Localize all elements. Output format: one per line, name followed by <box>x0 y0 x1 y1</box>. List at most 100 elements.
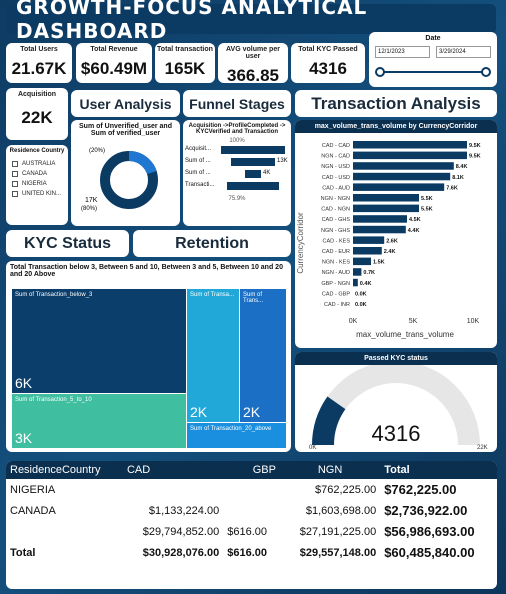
kpi-label: Acquisition <box>17 91 57 98</box>
funnel-stages-button[interactable]: Funnel Stages <box>183 90 291 117</box>
data-label: 8.1K <box>452 175 464 181</box>
matrix-cell: $27,191,225.00 <box>299 525 377 538</box>
bar[interactable] <box>353 204 419 213</box>
matrix-cell: $56,986,693.00 <box>384 524 475 539</box>
donut-slice-unverified[interactable] <box>100 151 158 209</box>
matrix-header[interactable]: ResidenceCountry <box>10 464 101 476</box>
bar[interactable] <box>353 194 419 202</box>
bar[interactable] <box>353 278 358 287</box>
treemap-cell-3to5[interactable]: Sum of Transa... 2K <box>187 289 239 422</box>
matrix-header[interactable]: Total <box>384 464 410 476</box>
matrix-cell <box>123 479 223 500</box>
treemap-cell-value: 2K <box>190 404 208 420</box>
funnel-bar-profile[interactable] <box>231 158 275 166</box>
data-label: 0.0K <box>355 302 367 308</box>
treemap-cell-value: 3K <box>15 430 33 446</box>
matrix-cell: $762,225.00 <box>315 483 377 496</box>
bar[interactable] <box>353 268 362 276</box>
funnel-bar-kyc[interactable] <box>245 170 261 178</box>
date-range-slider[interactable] <box>375 67 491 77</box>
matrix-cell <box>223 479 280 500</box>
bar[interactable] <box>353 141 467 149</box>
data-label: 4.4K <box>408 228 420 234</box>
kpi-value: 165K <box>164 59 206 78</box>
funnel-label: Sum of ... <box>185 158 211 164</box>
funnel-chart-card: Acquisition ->ProfileCompleted -> KYCVer… <box>183 120 291 226</box>
funnel-bar-transaction[interactable] <box>227 182 279 190</box>
funnel-bar-acquisition[interactable] <box>221 146 285 154</box>
matrix-cell: $29,557,148.00 <box>299 546 377 559</box>
y-tick: CAD - USD <box>322 175 350 181</box>
treemap-cell-5to10[interactable]: Sum of Transaction_5_to_10 3K <box>12 394 186 448</box>
y-tick: NGN - NGN <box>321 196 350 202</box>
treemap-cell-value: 2K <box>243 404 261 420</box>
kpi-label: Total KYC Passed <box>298 46 358 53</box>
bar[interactable] <box>353 183 445 191</box>
slicer-item-canada[interactable]: CANADA <box>12 171 68 177</box>
data-label: 4.5K <box>409 217 421 223</box>
data-label: 9.5K <box>469 154 481 160</box>
checkbox[interactable] <box>12 161 18 167</box>
date-slicer[interactable]: Date 12/1/2023 3/29/2024 <box>369 32 497 87</box>
y-tick: NGN - AUD <box>322 270 350 276</box>
residence-country-slicer[interactable]: Residence Country AUSTRALIA CANADA NIGER… <box>6 145 68 225</box>
start-date-input[interactable]: 12/1/2023 <box>375 46 430 58</box>
checkbox[interactable] <box>12 181 18 187</box>
matrix-header[interactable]: GBP <box>252 464 276 476</box>
donut-chart-card: Sum of Unverified_user and Sum of verifi… <box>71 120 180 226</box>
funnel-title: Acquisition ->ProfileCompleted -> KYCVer… <box>188 123 286 135</box>
slicer-item-uk[interactable]: UNITED KIN... <box>12 191 68 197</box>
bar[interactable] <box>353 151 467 160</box>
treemap-cell-label: Sum of Transa... <box>190 292 235 298</box>
treemap-cell-label: Sum of Transaction_5_to_10 <box>15 397 92 403</box>
matrix-cell: $762,225.00 <box>384 482 457 497</box>
kyc-status-button[interactable]: KYC Status <box>6 230 129 257</box>
bar[interactable] <box>353 162 454 170</box>
y-tick: NGN - USD <box>321 164 350 170</box>
matrix-header[interactable]: CAD <box>126 464 151 476</box>
bar[interactable] <box>353 225 406 234</box>
matrix-cell: $1,133,224.00 <box>148 504 220 517</box>
kpi-value: 22K <box>21 108 53 127</box>
user-analysis-button[interactable]: User Analysis <box>71 90 180 117</box>
revenue-matrix: ResidenceCountry CAD GBP NGN Total NIGER… <box>6 461 497 589</box>
bar[interactable] <box>353 247 382 255</box>
funnel-label: Sum of ... <box>185 170 211 176</box>
slicer-item-label: CANADA <box>22 171 48 177</box>
slider-start-handle[interactable] <box>375 67 385 77</box>
checkbox[interactable] <box>12 191 18 197</box>
bar[interactable] <box>353 236 385 244</box>
table-row: CANADA $1,133,224.00 $1,603,698.00 $2,73… <box>6 500 497 521</box>
treemap-cell-10to20[interactable]: Sum of Trans... 2K <box>240 289 286 422</box>
y-tick: CAD - CAD <box>322 143 350 149</box>
donut-label-large-pct: (80%) <box>81 206 97 212</box>
matrix-cell: $616.00 <box>227 546 267 559</box>
matrix-header[interactable]: NGN <box>317 464 343 476</box>
checkbox[interactable] <box>12 171 18 177</box>
slicer-item-australia[interactable]: AUSTRALIA <box>12 161 68 167</box>
treemap-cell-below3[interactable]: Sum of Transaction_below_3 6K <box>12 289 186 393</box>
kpi-label: Total transaction <box>157 46 213 53</box>
kpi-value: $60.49M <box>80 59 148 78</box>
funnel-value: 13K <box>277 158 288 164</box>
y-tick: CAD - AUD <box>322 185 350 191</box>
y-tick: CAD - INR <box>324 302 350 308</box>
funnel-chart: Acquisit... Sum of ... 13K Sum of ... 4K… <box>183 144 291 196</box>
slider-end-handle[interactable] <box>481 67 491 77</box>
end-date-input[interactable]: 3/29/2024 <box>436 46 491 58</box>
kpi-total-revenue: Total Revenue $60.49M <box>76 43 152 83</box>
treemap-cell-20above[interactable]: Sum of Transaction_20_above <box>187 423 286 448</box>
bar[interactable] <box>353 257 371 266</box>
retention-button[interactable]: Retention <box>133 230 291 257</box>
funnel-label: Acquisit... <box>185 146 212 152</box>
transaction-analysis-button[interactable]: Transaction Analysis <box>295 90 497 117</box>
slicer-item-nigeria[interactable]: NIGERIA <box>12 181 68 187</box>
kpi-acquisition: Acquisition 22K <box>6 88 68 140</box>
bar[interactable] <box>353 172 451 181</box>
matrix-cell: $1,603,698.00 <box>305 504 377 517</box>
y-tick: CAD - NGN <box>321 207 350 213</box>
matrix-cell: $60,485,840.00 <box>384 545 475 560</box>
bar[interactable] <box>353 215 407 223</box>
funnel-top-pct: 100% <box>229 138 245 144</box>
data-label: 0.4K <box>360 281 372 287</box>
